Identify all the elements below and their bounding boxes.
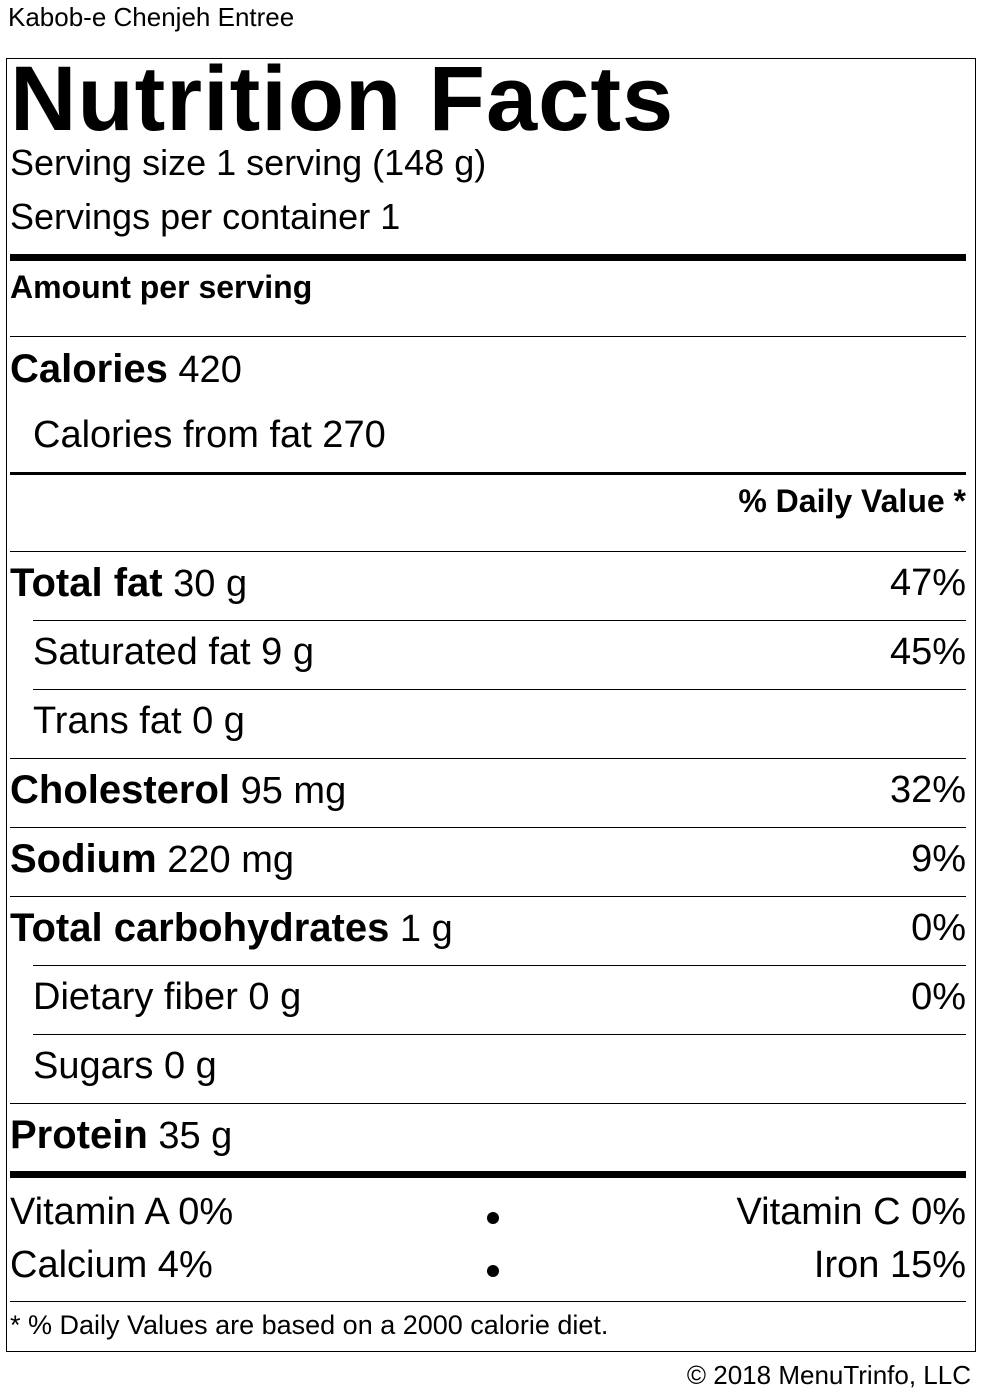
nutrient-amount: 0 g (163, 1044, 217, 1087)
nutrient-dv: 45% (889, 630, 966, 673)
divider (33, 1034, 966, 1035)
nutrient-label: Trans fat (33, 699, 182, 742)
divider (10, 336, 966, 337)
nutrient-dv: 32% (889, 768, 966, 811)
bullet-dot (487, 1212, 499, 1224)
nutrient-row-total-fat: Total fat 30 g 47% (10, 555, 966, 611)
thick-divider (10, 254, 966, 261)
vitamin-row-1: Vitamin A 0% Vitamin C 0% (10, 1187, 966, 1237)
calories-label: Calories (10, 346, 168, 391)
serving-size: Serving size 1 serving (148 g) (10, 142, 487, 183)
divider (10, 551, 966, 552)
footnote: * % Daily Values are based on a 2000 cal… (10, 1310, 609, 1340)
calories-from-fat: Calories from fat 270 (33, 413, 386, 456)
nutrient-label: Total fat (10, 560, 163, 605)
calories-text: Calories 420 (10, 347, 242, 392)
nutrient-label: Cholesterol (10, 767, 231, 812)
divider (10, 1103, 966, 1104)
thick-divider (10, 1171, 966, 1178)
vitamin-c: Vitamin C 0% (736, 1191, 966, 1233)
divider (10, 1301, 966, 1302)
nutrient-label: Sodium (10, 836, 157, 881)
divider (33, 689, 966, 690)
nutrient-row-protein: Protein 35 g (10, 1107, 966, 1163)
nutrient-row-trans-fat: Trans fat 0 g (33, 693, 966, 749)
copyright: © 2018 MenuTrinfo, LLC (686, 1360, 971, 1390)
nutrient-label: Dietary fiber (33, 975, 238, 1018)
vitamin-a: Vitamin A 0% (10, 1191, 234, 1233)
divider (10, 758, 966, 759)
nutrient-amount: 1 g (399, 907, 453, 950)
servings-per-container: Servings per container 1 (10, 196, 401, 237)
medium-divider (10, 472, 966, 475)
nutrient-dv: 0% (911, 975, 966, 1018)
daily-value-header: % Daily Value * (738, 483, 966, 519)
nutrient-amount: 0 g (192, 699, 245, 742)
nutrient-amount: 9 g (261, 630, 314, 673)
nutrient-row-total-carbohydrates: Total carbohydrates 1 g 0% (10, 900, 966, 956)
nutrient-row-sodium: Sodium 220 mg 9% (10, 831, 966, 887)
nutrient-dv: 0% (911, 906, 966, 949)
divider (10, 827, 966, 828)
calories-from-fat-row: Calories from fat 270 (33, 407, 966, 463)
nutrient-amount: 30 g (173, 562, 248, 605)
nutrient-dv: 9% (911, 837, 966, 880)
nutrient-row-saturated-fat: Saturated fat 9 g 45% (33, 624, 966, 680)
nutrient-row-sugars: Sugars 0 g (33, 1038, 966, 1094)
nutrient-label: Sugars (33, 1044, 154, 1087)
divider (33, 620, 966, 621)
panel-title: Nutrition Facts (10, 48, 675, 150)
nutrition-facts-panel: Nutrition Facts Serving size 1 serving (… (6, 49, 976, 1352)
nutrient-amount: 220 mg (167, 838, 294, 881)
nutrient-label: Total carbohydrates (10, 905, 390, 950)
vitamin-row-2: Calcium 4% Iron 15% (10, 1240, 966, 1290)
calories-row: Calories 420 (10, 341, 966, 397)
iron: Iron 15% (813, 1244, 966, 1286)
nutrient-label: Saturated fat (33, 630, 251, 673)
divider (33, 965, 966, 966)
calcium: Calcium 4% (10, 1244, 213, 1286)
product-name: Kabob-e Chenjeh Entree (8, 2, 295, 32)
nutrient-row-cholesterol: Cholesterol 95 mg 32% (10, 762, 966, 818)
nutrient-label: Protein (10, 1112, 148, 1157)
nutrient-amount: 95 mg (240, 769, 347, 812)
bullet-dot (487, 1265, 499, 1277)
divider (10, 896, 966, 897)
nutrient-amount: 0 g (248, 975, 302, 1018)
calories-value: 420 (178, 348, 242, 391)
nutrient-dv: 47% (889, 561, 966, 604)
amount-per-serving-label: Amount per serving (10, 269, 313, 305)
nutrient-amount: 35 g (158, 1114, 233, 1157)
nutrient-row-dietary-fiber: Dietary fiber 0 g 0% (33, 969, 966, 1025)
